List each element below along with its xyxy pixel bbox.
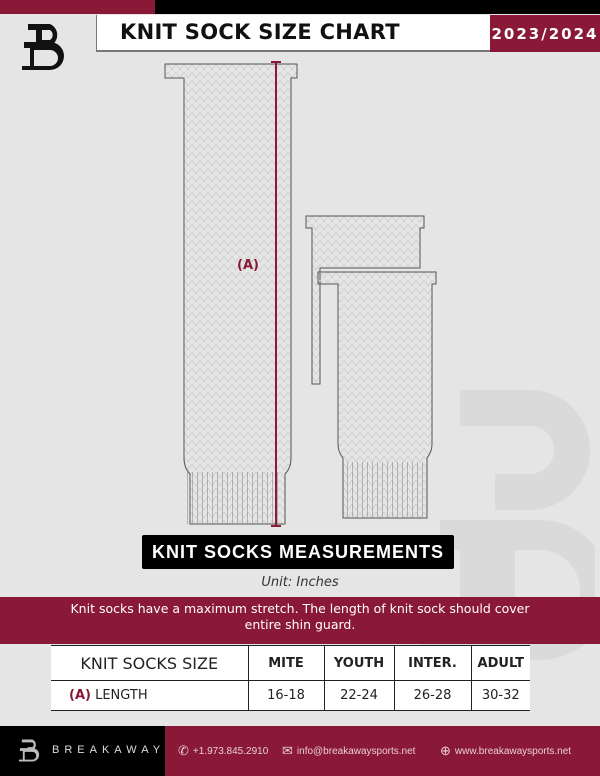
table-header-row: KNIT SOCKS SIZE MITE YOUTH INTER. ADULT xyxy=(51,645,530,681)
cell-mite: 16-18 xyxy=(247,680,325,711)
footer-brand: BREAKAWAY xyxy=(52,744,166,756)
header-inter: INTER. xyxy=(393,645,472,681)
table-row: (A) LENGTH 16-18 22-24 26-28 30-32 xyxy=(51,680,530,711)
footer-contact-area xyxy=(165,726,600,776)
email-text: info@breakawaysports.net xyxy=(296,745,416,757)
phone-icon: ✆ xyxy=(178,743,189,758)
footer-website[interactable]: ⊕ www.breakawaysports.net xyxy=(440,743,571,759)
cell-youth: 22-24 xyxy=(323,680,395,711)
cell-inter: 26-28 xyxy=(393,680,472,711)
top-bar-red xyxy=(0,0,155,14)
website-text: www.breakawaysports.net xyxy=(454,745,572,757)
title-box xyxy=(96,15,490,52)
row-label: (A) LENGTH xyxy=(51,680,249,711)
row-label-text: LENGTH xyxy=(95,688,148,703)
header-youth: YOUTH xyxy=(323,645,395,681)
unit-label: Unit: Inches xyxy=(261,575,339,590)
sock-diagram xyxy=(164,61,437,527)
measurement-label-a: (A) xyxy=(237,258,259,273)
stretch-note: Knit socks have a maximum stretch. The l… xyxy=(0,597,600,644)
breakaway-logo xyxy=(20,20,70,76)
header-mite: MITE xyxy=(247,645,325,681)
long-sock xyxy=(164,63,298,525)
top-bar-black xyxy=(155,0,600,14)
cell-adult: 30-32 xyxy=(470,680,530,711)
phone-text: +1.973.845.2910 xyxy=(192,745,269,757)
globe-icon: ⊕ xyxy=(440,743,451,758)
page-title: KNIT SOCK SIZE CHART xyxy=(120,20,400,44)
length-indicator xyxy=(271,61,281,527)
footer-logo-icon xyxy=(18,739,40,762)
header-size: KNIT SOCKS SIZE xyxy=(51,645,249,681)
header-adult: ADULT xyxy=(470,645,530,681)
short-sock-back xyxy=(305,215,425,385)
footer-email[interactable]: ✉ info@breakawaysports.net xyxy=(282,743,415,759)
season-badge: 2023/2024 xyxy=(490,15,600,52)
size-table: KNIT SOCKS SIZE MITE YOUTH INTER. ADULT … xyxy=(51,645,530,711)
measurements-caption: KNIT SOCKS MEASUREMENTS xyxy=(142,535,454,569)
mail-icon: ✉ xyxy=(282,743,293,758)
short-sock-front xyxy=(317,271,437,519)
footer-phone[interactable]: ✆ +1.973.845.2910 xyxy=(178,743,268,759)
row-marker: (A) xyxy=(69,688,91,703)
